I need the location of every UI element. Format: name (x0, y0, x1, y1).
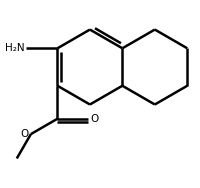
Text: H₂N: H₂N (5, 43, 24, 53)
Text: O: O (91, 114, 99, 124)
Text: O: O (20, 129, 28, 139)
